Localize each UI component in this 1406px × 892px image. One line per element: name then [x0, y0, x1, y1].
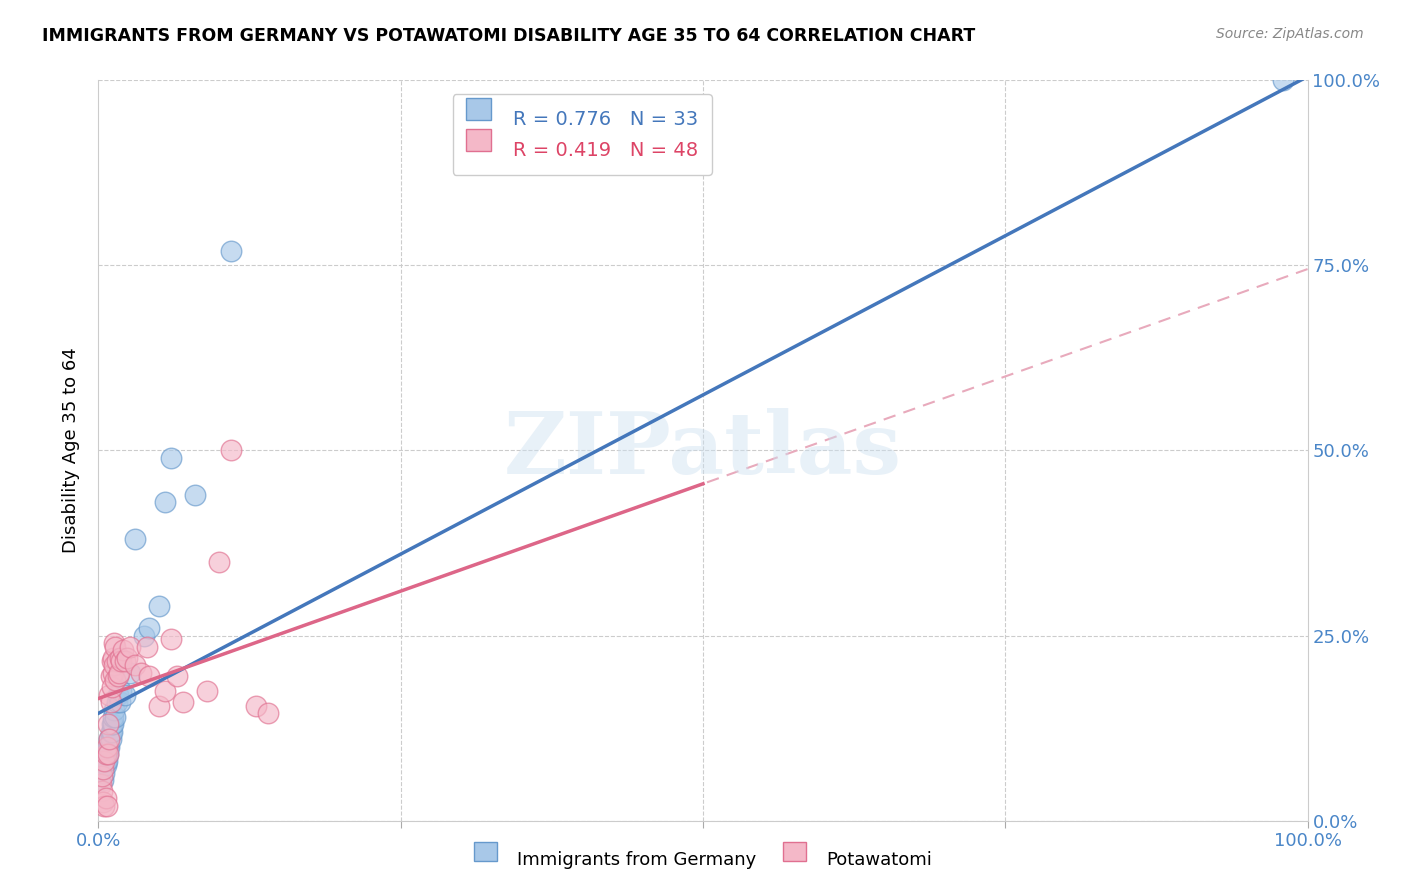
Point [90, 776, 112, 791]
Point [107, 669, 129, 683]
Point [105, 695, 128, 709]
Point [100, 669, 122, 683]
Point [104, 640, 127, 654]
Point [107, 688, 129, 702]
Point [153, 684, 176, 698]
Point [100, 724, 122, 739]
Point [114, 688, 136, 702]
Legend: Immigrants from Germany, Potawatomi: Immigrants from Germany, Potawatomi [464, 840, 942, 879]
Point [97, 747, 120, 761]
Point [98, 732, 121, 747]
Point [91, 769, 114, 783]
Point [103, 636, 125, 650]
Point [138, 621, 160, 635]
Point [91, 772, 114, 787]
Point [94, 755, 117, 769]
Point [1272, 73, 1295, 87]
Point [100, 724, 122, 739]
Point [208, 555, 231, 569]
Point [96, 739, 118, 754]
Point [221, 443, 243, 458]
Point [118, 640, 141, 654]
Point [96, 747, 118, 761]
Point [96, 755, 118, 769]
Point [148, 698, 170, 713]
Point [110, 655, 132, 669]
Point [111, 643, 134, 657]
Text: ZIPatlas: ZIPatlas [503, 409, 903, 492]
Point [100, 655, 122, 669]
Point [160, 632, 183, 647]
Point [96, 798, 118, 813]
Point [105, 655, 128, 669]
Point [101, 710, 124, 724]
Point [94, 747, 117, 761]
Point [117, 650, 139, 665]
Point [103, 703, 125, 717]
Point [129, 665, 152, 680]
Point [100, 732, 122, 747]
Point [138, 669, 160, 683]
Point [91, 784, 114, 798]
Point [245, 698, 267, 713]
Point [256, 706, 278, 721]
Point [91, 762, 114, 776]
Point [114, 655, 136, 669]
Point [94, 791, 117, 805]
Point [93, 765, 115, 780]
Point [124, 658, 146, 673]
Point [148, 599, 170, 613]
Point [93, 755, 115, 769]
Point [100, 717, 122, 731]
Point [101, 717, 124, 731]
Point [172, 695, 194, 709]
Point [97, 717, 120, 731]
Point [221, 244, 243, 258]
Point [134, 628, 156, 642]
Point [98, 688, 121, 702]
Text: Source: ZipAtlas.com: Source: ZipAtlas.com [1216, 27, 1364, 41]
Point [108, 650, 131, 665]
Point [108, 695, 131, 709]
Point [135, 640, 157, 654]
Point [100, 695, 122, 709]
Point [160, 450, 183, 465]
Y-axis label: Disability Age 35 to 64: Disability Age 35 to 64 [62, 348, 80, 553]
Point [195, 684, 218, 698]
Point [104, 673, 127, 687]
Point [101, 650, 124, 665]
Point [103, 658, 125, 673]
Point [108, 665, 131, 680]
Point [104, 710, 127, 724]
Point [124, 533, 146, 547]
Point [101, 665, 124, 680]
Point [98, 732, 121, 747]
Point [93, 798, 115, 813]
Point [184, 488, 207, 502]
Point [97, 739, 120, 754]
Point [100, 681, 122, 695]
Point [110, 684, 132, 698]
Point [166, 669, 188, 683]
Point [153, 495, 176, 509]
Point [91, 795, 114, 809]
Point [98, 739, 121, 754]
Text: IMMIGRANTS FROM GERMANY VS POTAWATOMI DISABILITY AGE 35 TO 64 CORRELATION CHART: IMMIGRANTS FROM GERMANY VS POTAWATOMI DI… [42, 27, 976, 45]
Point [94, 758, 117, 772]
Point [118, 665, 141, 680]
Point [97, 747, 120, 761]
